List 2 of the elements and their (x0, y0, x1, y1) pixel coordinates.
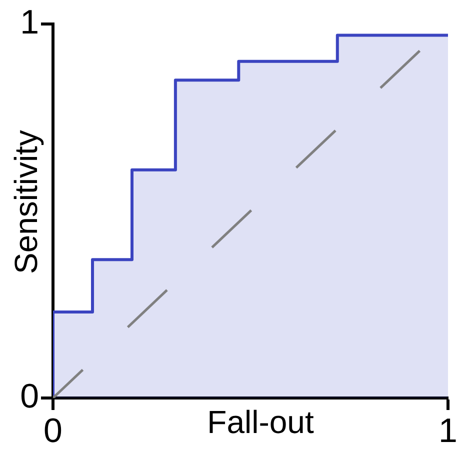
x-axis-title: Fall-out (207, 404, 314, 440)
y-axis-title: Sensitivity (8, 130, 44, 274)
